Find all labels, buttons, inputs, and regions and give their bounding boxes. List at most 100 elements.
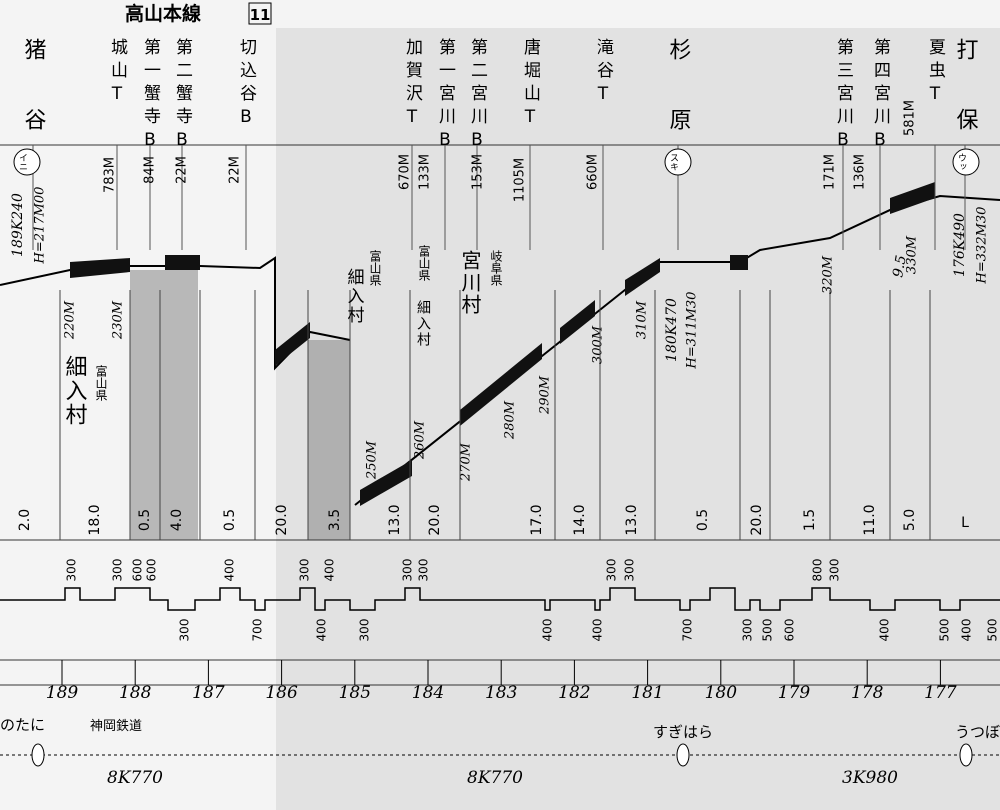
station-mark <box>676 743 690 767</box>
km-label: 179 <box>778 683 811 703</box>
curve-radius: 300 <box>178 619 192 642</box>
curve-radius: 300 <box>417 559 431 582</box>
page-box <box>248 2 272 25</box>
station-mark <box>31 743 45 767</box>
curve-radius: 300 <box>65 559 79 582</box>
gradient: 20.0 <box>749 504 765 535</box>
elevation: 260M <box>413 420 428 460</box>
length-label: 581M <box>903 100 918 136</box>
gradient: 0.5 <box>137 509 153 531</box>
km-post: 189K240 <box>10 193 26 257</box>
length-label: 171M <box>823 154 838 190</box>
elevation: 250M <box>365 440 380 480</box>
length-label: 153M <box>471 154 486 190</box>
elevation: 220M <box>63 300 78 340</box>
gradient: 3.5 <box>327 509 343 531</box>
curve-radius: 400 <box>223 559 237 582</box>
tunnel <box>625 258 660 296</box>
area-pref: 富山県 <box>368 249 382 286</box>
station-name: 第二蟹寺B <box>172 38 193 156</box>
curve-radius: 600 <box>145 559 159 582</box>
grade-note: 9.5 <box>890 254 910 279</box>
gradient: 0.5 <box>222 509 238 531</box>
station-name: 唐堀山T <box>520 37 541 133</box>
km-label: 187 <box>192 683 225 703</box>
tunnel <box>730 255 748 270</box>
gradient: 5.0 <box>902 509 918 531</box>
curve-radius: 500 <box>938 619 952 642</box>
area-pref: 岐阜県 <box>489 250 503 286</box>
area-name: 細入村 <box>415 300 431 348</box>
km-label: 183 <box>485 683 517 703</box>
length-label: 783M <box>103 157 118 193</box>
tunnel <box>70 258 130 278</box>
area-pref: 富山県 <box>417 244 431 281</box>
tunnel <box>560 300 595 344</box>
km-label: 180 <box>705 683 738 703</box>
km-label: 189 <box>46 683 79 703</box>
area-name: 宮川村 <box>458 250 482 316</box>
station-name: 第一蟹寺B <box>140 38 161 156</box>
curve-radius: 800 <box>811 559 825 582</box>
tunnel <box>360 460 412 506</box>
curve-radius: 400 <box>541 619 555 642</box>
page-number: 11 <box>250 6 271 24</box>
curve-radius: 700 <box>681 619 695 642</box>
km-label: 182 <box>558 683 590 703</box>
curve-radius: 300 <box>111 559 125 582</box>
tunnel <box>275 322 310 366</box>
elevation: 280M <box>503 400 518 440</box>
length-label: 670M <box>398 154 413 190</box>
bottom-station: すぎはら <box>653 723 713 741</box>
curve-radius: 500 <box>986 619 1000 642</box>
gradient: 11.0 <box>862 504 878 535</box>
elevation: 230M <box>111 300 126 340</box>
gradient: 17.0 <box>529 504 545 535</box>
curve-radius: 600 <box>783 619 797 642</box>
curve-radius: 500 <box>761 619 775 642</box>
km-height: H=332M30 <box>975 207 990 285</box>
curve-radius: 400 <box>591 619 605 642</box>
bridge-shade <box>130 270 160 540</box>
curve-radius: 400 <box>960 619 974 642</box>
bridge-shade <box>308 340 350 540</box>
gradient: 20.0 <box>274 504 290 535</box>
length-label: 22M <box>175 156 190 184</box>
km-label: 184 <box>412 683 444 703</box>
curve-radius: 300 <box>605 559 619 582</box>
distance: 3K980 <box>842 768 898 788</box>
station-name: 第四宮川B <box>870 38 891 156</box>
tunnel <box>165 255 200 270</box>
gradient: 1.5 <box>802 509 818 531</box>
bottom-station: うつぼ <box>955 723 1000 741</box>
km-label: 177 <box>924 683 957 703</box>
gradient: 0.5 <box>695 509 711 531</box>
gradient: L <box>961 515 969 531</box>
station-name: 第三宮川B <box>833 38 854 156</box>
curve-diagram <box>0 587 1000 611</box>
curve-radius: 400 <box>878 619 892 642</box>
curve-radius: 700 <box>251 619 265 642</box>
km-height: H=217M00 <box>33 187 48 265</box>
length-label: 1105M <box>513 158 528 202</box>
labels: 猪谷 城山T 第一蟹寺B 第二蟹寺B 切込谷B 加賀沢T 第一宮川B 第二宮川B 唐堀山T 滝谷T… <box>0 37 1000 788</box>
elevation: 330M <box>905 235 920 274</box>
curve-radius: 400 <box>323 559 337 582</box>
station-name: 滝谷T <box>593 38 614 110</box>
area-name: 細入村 <box>344 268 365 325</box>
length-label: 660M <box>586 154 601 190</box>
km-post: 176K490 <box>952 213 968 277</box>
km-height: H=311M30 <box>685 292 700 370</box>
shaded-region <box>276 28 1000 810</box>
code-circle <box>952 148 980 176</box>
gradient: 14.0 <box>572 504 588 535</box>
gradient: 2.0 <box>17 509 33 531</box>
elevation: 290M <box>538 375 553 415</box>
distance: 8K770 <box>467 768 523 788</box>
elevation: 300M <box>591 325 606 364</box>
tunnel <box>890 182 935 214</box>
km-label: 181 <box>631 683 663 703</box>
title: 高山本線 <box>125 2 201 25</box>
elevation: 310M <box>635 300 650 339</box>
